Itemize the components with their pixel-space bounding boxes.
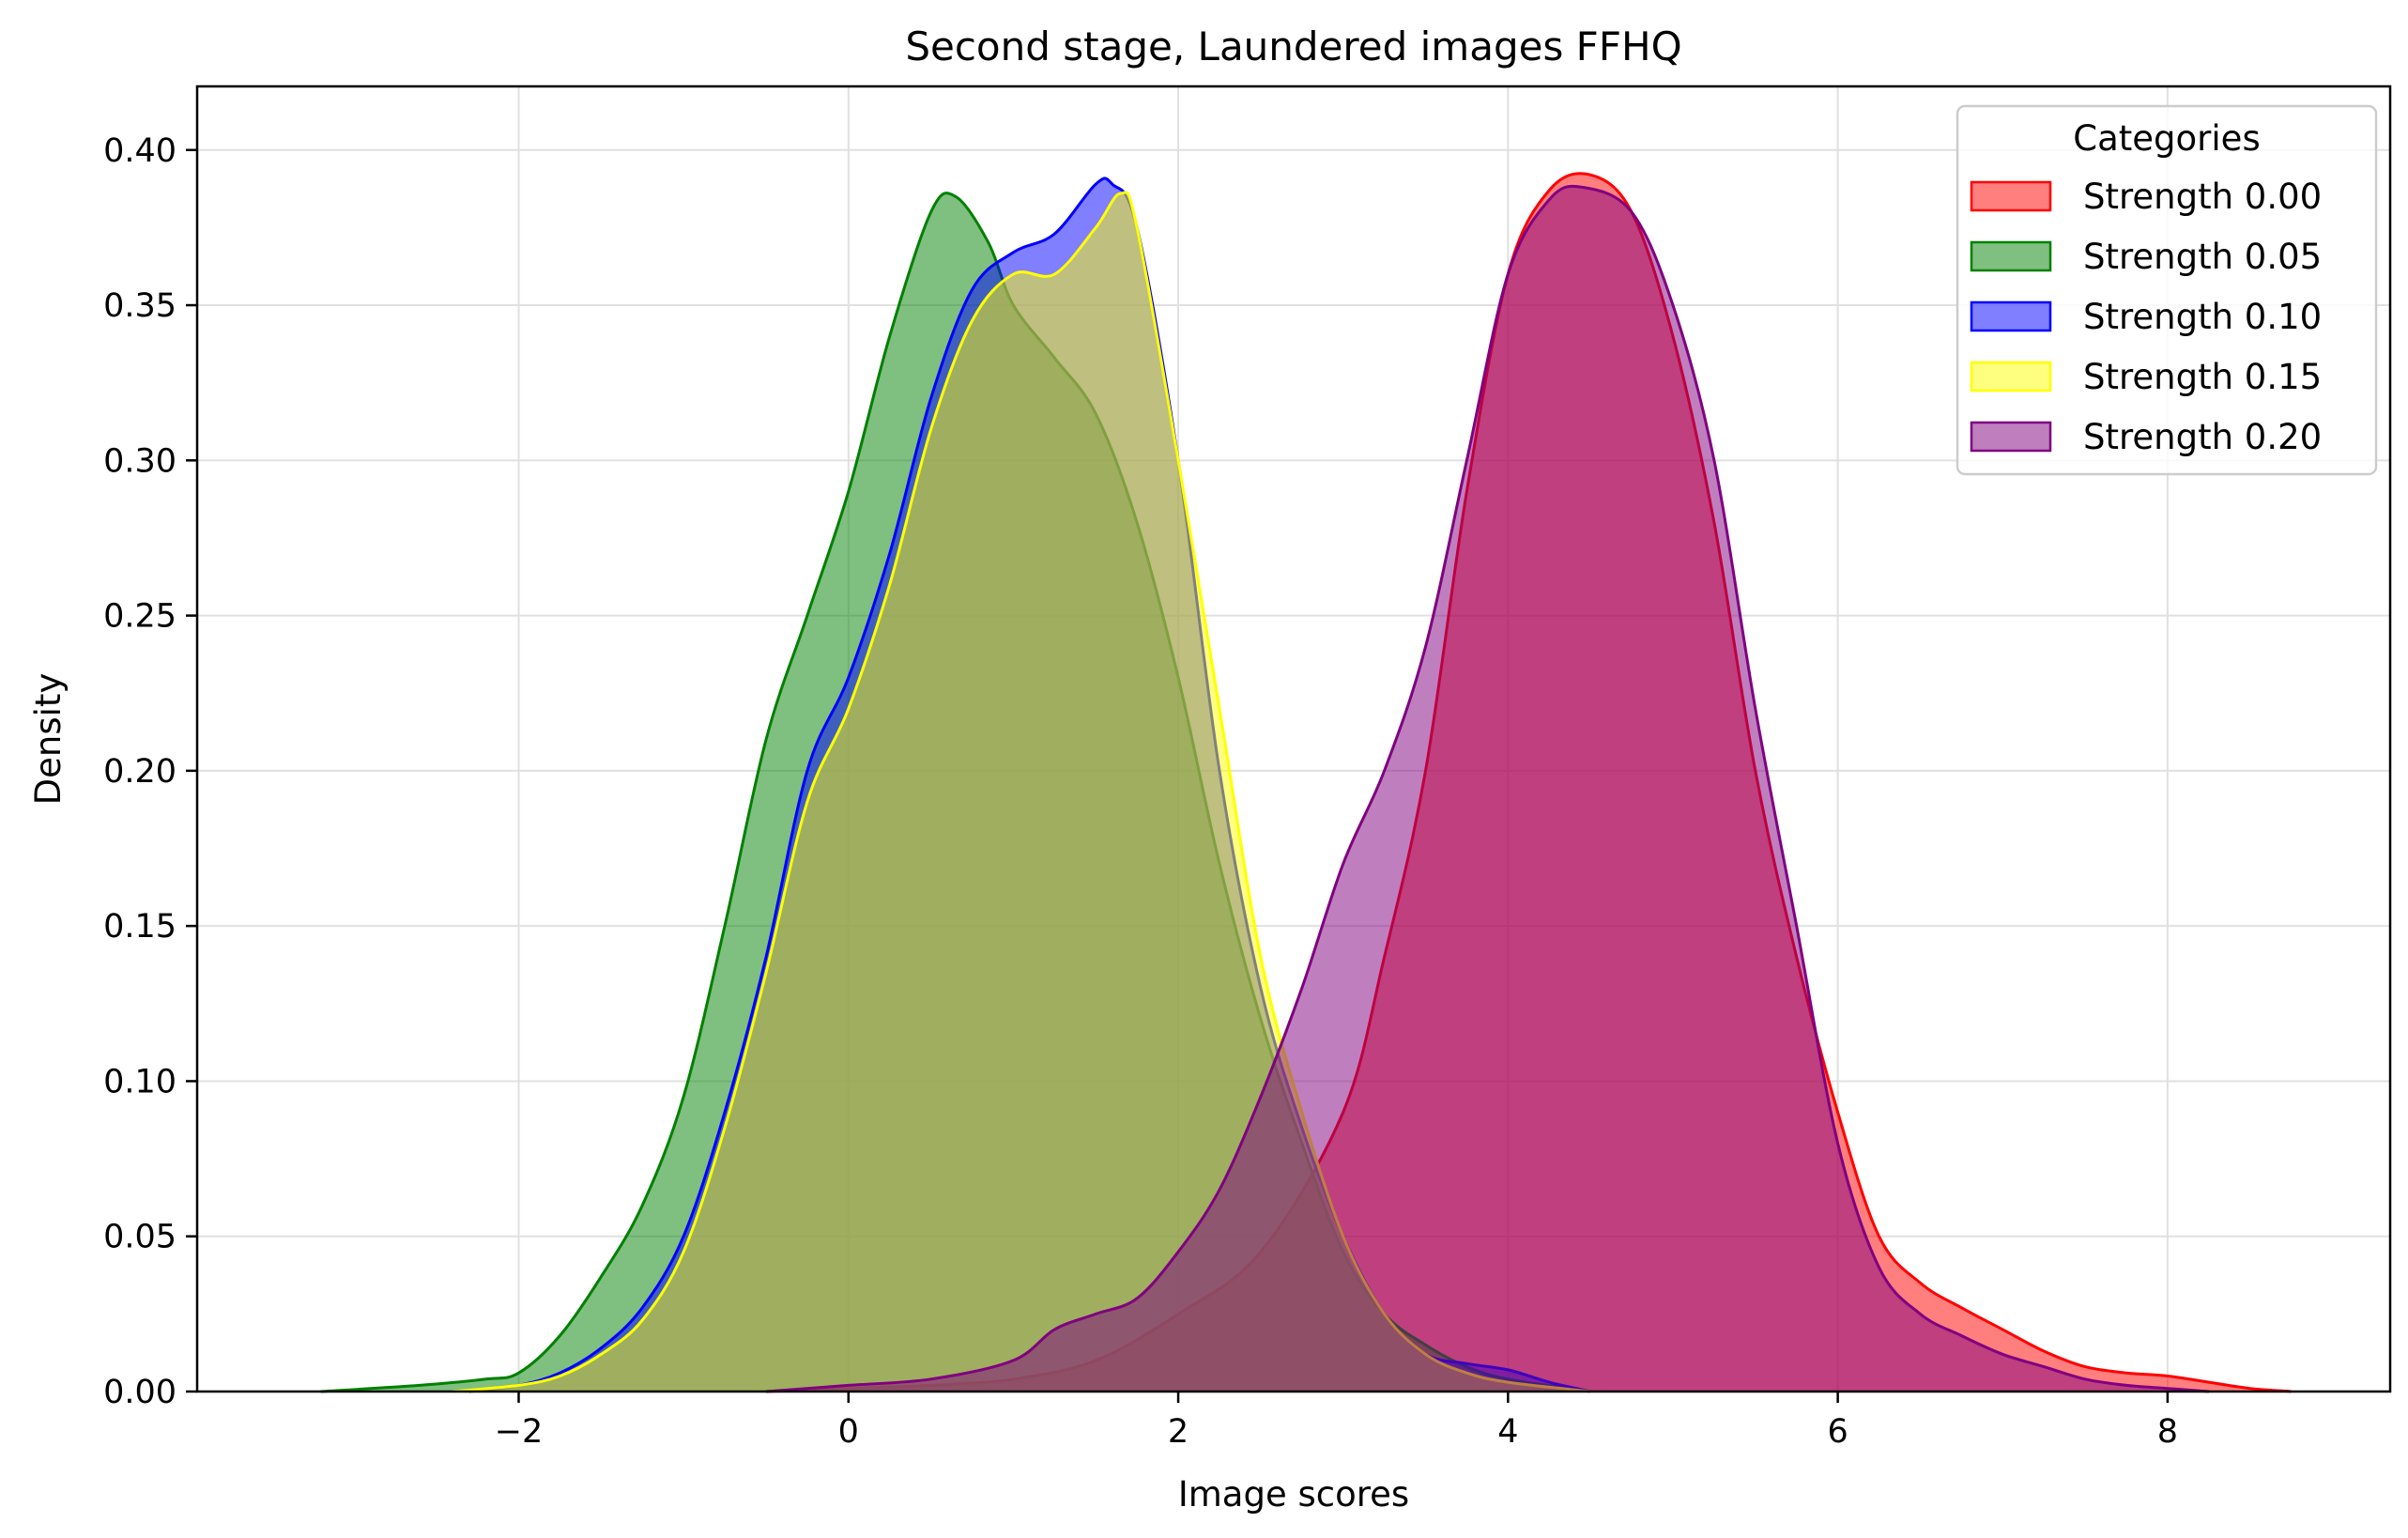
- x-tick-label: 4: [1497, 1413, 1518, 1451]
- legend-swatch-strength-0-10: [1970, 300, 2052, 332]
- y-axis-ticks: 0.00 0.05 0.10 0.15 0.20 0.25 0.30 0.35 0.40: [103, 132, 197, 1411]
- x-tick-label: 0: [838, 1413, 859, 1451]
- x-axis-label: Image scores: [1178, 1474, 1409, 1515]
- x-tick-label: 2: [1168, 1413, 1189, 1451]
- y-tick-label: 0.15: [103, 908, 176, 946]
- y-tick-label: 0.35: [103, 287, 176, 325]
- x-tick-label: 6: [1827, 1413, 1848, 1451]
- density-areas: [320, 172, 2292, 1393]
- y-axis-label: Density: [28, 673, 69, 806]
- grid-lines: [197, 86, 2390, 1392]
- legend-box: [1956, 104, 2378, 476]
- y-tick-label: 0.20: [103, 753, 176, 791]
- legend-label-strength-0-00: Strength 0.00: [2083, 177, 2322, 217]
- y-tick-label: 0.30: [103, 442, 176, 480]
- legend-swatch-strength-0-00: [1970, 180, 2052, 212]
- legend-label-strength-0-15: Strength 0.15: [2083, 357, 2322, 397]
- legend-swatch-strength-0-15: [1970, 361, 2052, 392]
- legend-label-strength-0-20: Strength 0.20: [2083, 417, 2322, 457]
- chart-title: Second stage, Laundered images FFHQ: [905, 23, 1681, 69]
- legend-items: Strength 0.00 Strength 0.05 Strength 0.10 S…: [1970, 177, 2322, 457]
- y-tick-label: 0.40: [103, 132, 176, 170]
- legend-swatch-strength-0-05: [1970, 240, 2052, 272]
- x-axis-ticks: −2 0 2 4 6 8: [495, 1392, 2178, 1451]
- x-tick-label: −2: [495, 1413, 544, 1451]
- legend-swatch-strength-0-20: [1970, 421, 2052, 453]
- legend-label-strength-0-05: Strength 0.05: [2083, 237, 2322, 277]
- y-tick-label: 0.25: [103, 598, 176, 636]
- density-area-strength-0-15: [452, 192, 1591, 1392]
- plot-frame: [195, 85, 2392, 1393]
- y-tick-label: 0.00: [103, 1374, 176, 1411]
- y-tick-label: 0.10: [103, 1063, 176, 1100]
- density-area-strength-0-20: [766, 186, 2209, 1392]
- density-line-strength-0-20: [765, 184, 2209, 1393]
- legend-label-strength-0-10: Strength 0.10: [2083, 297, 2322, 337]
- x-tick-label: 8: [2157, 1413, 2178, 1451]
- y-tick-label: 0.05: [103, 1219, 176, 1256]
- legend-title: Categories: [2073, 118, 2260, 159]
